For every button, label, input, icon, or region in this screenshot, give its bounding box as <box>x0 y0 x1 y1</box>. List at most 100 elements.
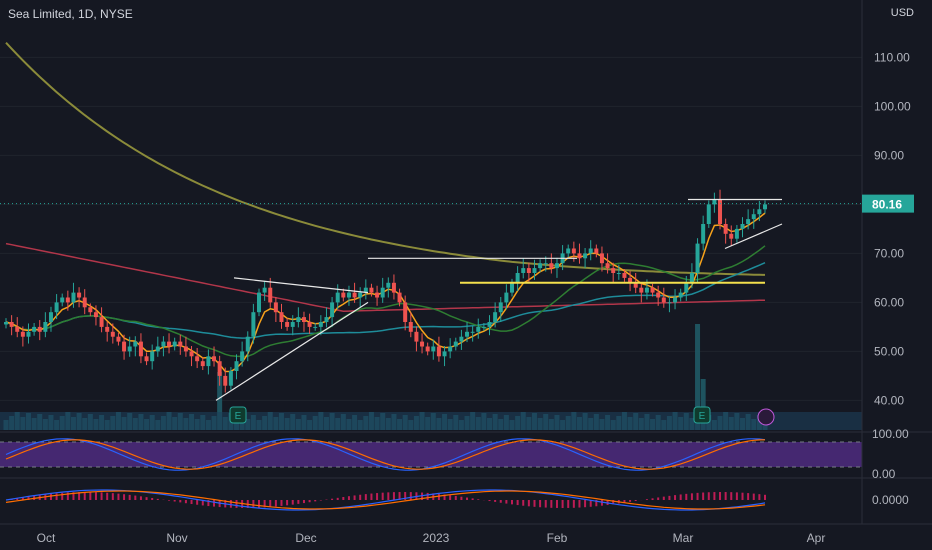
earnings-marker <box>229 406 247 424</box>
stoch-k-line <box>5 438 766 471</box>
macd-hist-bar <box>151 497 154 500</box>
trendline-nov-dec-resistance <box>233 277 369 294</box>
macd-axis-label: 0.0000 <box>872 493 909 507</box>
last-price-badge <box>862 194 914 213</box>
candle-body <box>116 336 121 342</box>
candle-body <box>212 356 217 362</box>
volume-bar <box>217 372 223 430</box>
macd-hist-bar <box>645 499 648 500</box>
volume-bars <box>0 324 862 430</box>
candle-body <box>605 263 610 269</box>
candle-body <box>459 336 464 342</box>
candles <box>4 189 767 393</box>
candle-body <box>161 341 166 347</box>
macd-hist-bar <box>679 494 682 500</box>
candle-body <box>88 307 93 313</box>
candle-body <box>554 263 559 269</box>
candle-body <box>684 282 689 293</box>
candle-body <box>751 214 756 220</box>
trendlines <box>0 198 862 401</box>
candle-body <box>133 341 138 347</box>
macd-hist-bar <box>516 500 519 506</box>
candle-body <box>644 287 649 293</box>
time-axis-label: Mar <box>673 531 694 545</box>
macd-hist-bar <box>764 494 766 500</box>
macd-hist-bar <box>629 500 632 502</box>
candle-body <box>178 341 183 347</box>
candle-body <box>257 292 261 313</box>
macd-hist-bar <box>83 492 86 500</box>
macd-hist-bar <box>353 495 356 500</box>
macd-hist-bar <box>184 500 187 504</box>
candle-body <box>138 341 143 357</box>
macd-hist-bar <box>612 500 615 505</box>
candle-body <box>757 209 762 215</box>
candle-body <box>633 282 638 288</box>
oscillator-pane <box>0 438 862 471</box>
macd-hist-bar <box>527 500 530 507</box>
candle-body <box>48 312 53 322</box>
candle-body <box>599 253 604 264</box>
candle-body <box>268 287 273 303</box>
candle-body <box>172 341 177 347</box>
candle-body <box>127 346 132 352</box>
macd-hist-bar <box>488 500 491 502</box>
macd-hist-bar <box>331 498 334 500</box>
macd-hist-bar <box>634 500 637 501</box>
macd-hist-bar <box>61 492 64 500</box>
earnings-marker <box>693 406 711 424</box>
candle-body <box>538 263 543 269</box>
macd-hist-bar <box>364 494 367 500</box>
price-axis-label: 90.00 <box>874 148 904 162</box>
macd-hist-bar <box>55 493 58 500</box>
macd-hist-bar <box>179 500 182 503</box>
candle-body <box>594 248 599 254</box>
macd-hist-bar <box>66 492 69 500</box>
candle-body <box>628 277 633 283</box>
candle-body <box>448 346 453 352</box>
ma-100-line <box>5 242 766 312</box>
candle-body <box>386 282 391 288</box>
candle-body <box>510 282 514 293</box>
macd-hist-bar <box>72 492 75 500</box>
macd-hist-bar <box>685 493 688 500</box>
osc-axis-label: 0.00 <box>872 467 896 481</box>
macd-hist-bar <box>359 494 362 500</box>
candle-body <box>543 263 548 265</box>
trendline-mar-support <box>724 223 783 250</box>
candle-body <box>341 292 346 298</box>
macd-hist-bar <box>747 493 750 500</box>
candle-body <box>436 346 441 357</box>
candle-body <box>706 204 711 224</box>
candle-body <box>206 356 211 367</box>
macd-hist-bar <box>623 500 626 503</box>
candle-body <box>661 297 666 303</box>
macd-hist-bar <box>269 500 272 507</box>
candle-body <box>487 322 492 327</box>
candle-body <box>240 351 245 362</box>
volume-bar <box>695 324 701 430</box>
candle-body <box>673 297 678 303</box>
macd-hist-bar <box>578 500 581 508</box>
candle-body <box>549 263 554 269</box>
macd-hist-bar <box>690 493 693 500</box>
candle-body <box>279 312 284 322</box>
macd-hist-bar <box>196 500 199 505</box>
price-axis-label: 110.00 <box>874 50 910 64</box>
candle-body <box>189 351 194 357</box>
candle-body <box>228 371 233 386</box>
candle-body <box>93 312 98 318</box>
macd-hist-bar <box>584 500 587 508</box>
candle-body <box>712 199 717 205</box>
volume-band <box>0 412 862 430</box>
macd-pane <box>5 489 766 511</box>
macd-hist-bar <box>713 492 716 500</box>
time-axis-label: Oct <box>37 531 56 545</box>
macd-hist-bar <box>168 500 171 501</box>
macd-hist-bar <box>662 496 665 500</box>
macd-hist-bar <box>286 500 289 506</box>
candle-body <box>32 326 37 332</box>
candle-body <box>251 312 256 337</box>
osc-axis-label: 100.00 <box>872 427 909 441</box>
